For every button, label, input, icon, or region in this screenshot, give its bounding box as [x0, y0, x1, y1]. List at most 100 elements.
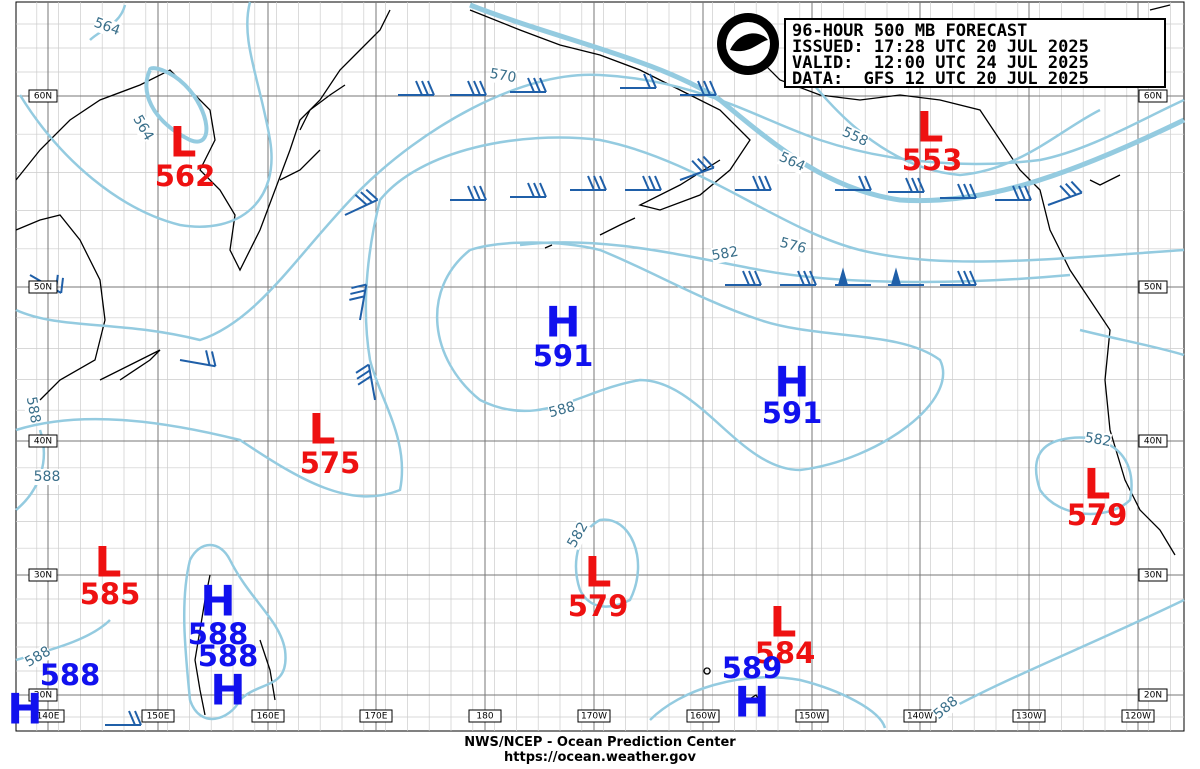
- wind-barb: [940, 270, 977, 286]
- pressure-center-symbol: L: [95, 538, 122, 587]
- barb-flag: [355, 363, 370, 374]
- barb-flag: [539, 182, 547, 198]
- contour-label: 570: [488, 66, 517, 86]
- barb-flag: [467, 185, 475, 201]
- barb-flag: [691, 160, 704, 173]
- lon-label: 120W: [1125, 712, 1151, 722]
- lon-label-box: [141, 709, 175, 723]
- barb-flag: [963, 183, 971, 199]
- info-box: [784, 18, 1166, 88]
- contour-label-bg: [488, 65, 518, 87]
- pressure-center-value: 562: [155, 159, 216, 193]
- contour-label-bg: [22, 643, 54, 671]
- wind-barb: [398, 80, 435, 96]
- barb-shaft: [1047, 191, 1083, 206]
- wind-barb: [179, 350, 217, 368]
- wind-barb: [1047, 180, 1083, 206]
- lon-label: 180: [476, 712, 493, 722]
- lon-label: 140E: [37, 712, 60, 722]
- pressure-center-symbol: H: [774, 358, 809, 407]
- barb-flag: [539, 77, 547, 93]
- pressure-center-symbol: L: [170, 118, 197, 167]
- barb-flag: [911, 177, 919, 193]
- barb-flag: [134, 710, 142, 726]
- barb-flag: [1070, 180, 1083, 194]
- pressure-center-value: 553: [902, 143, 963, 177]
- wind-barb: [780, 270, 817, 286]
- barb-flag: [365, 188, 379, 201]
- pressure-center-symbol: L: [770, 598, 797, 647]
- barb-flag: [905, 177, 913, 193]
- coastline: [99, 349, 161, 381]
- lon-label: 170E: [365, 712, 388, 722]
- pressure-center-value: 579: [1067, 498, 1128, 532]
- pressure-center-value: 588: [198, 639, 259, 673]
- barb-flag: [758, 175, 766, 191]
- lat-label-box: [28, 89, 58, 103]
- barb-flag: [349, 295, 365, 301]
- footer-url: https://ocean.weather.gov: [504, 750, 696, 764]
- wind-barb: [620, 73, 657, 89]
- contour-label: 588: [547, 399, 577, 421]
- pressure-center-symbol: L: [917, 103, 944, 152]
- barb-flag: [60, 277, 64, 294]
- lon-label: 130W: [1016, 712, 1042, 722]
- wind-barb: [835, 175, 872, 191]
- wind-barb: [355, 363, 376, 401]
- barb-flag: [427, 80, 435, 96]
- lat-label: 40N: [1144, 437, 1162, 447]
- lon-label: 150W: [799, 712, 825, 722]
- contour-label-bg: [129, 112, 157, 144]
- wind-barb: [450, 185, 487, 201]
- contour: [469, 2, 1186, 204]
- pressure-center-value: 591: [762, 396, 823, 430]
- barb-flag: [697, 157, 709, 171]
- barb-flag: [357, 375, 372, 386]
- contour-label-bg: [564, 519, 592, 551]
- pressure-center-value: 575: [300, 446, 361, 480]
- wind-barb: [995, 185, 1032, 201]
- barb-flag: [963, 270, 971, 286]
- lat-label-box: [28, 688, 58, 702]
- lat-label-box: [28, 434, 58, 448]
- barb-flag: [467, 80, 475, 96]
- wind-barb: [349, 283, 368, 321]
- barb-flag: [969, 183, 977, 199]
- noaa-logo: [717, 13, 779, 75]
- barb-flag: [599, 175, 607, 191]
- wind-barbs: [29, 73, 1083, 726]
- pressure-center-value: 588: [40, 658, 101, 692]
- coastline: [279, 84, 346, 181]
- barb-flag: [587, 175, 595, 191]
- contour: [15, 136, 1185, 498]
- lat-label: 30N: [34, 571, 52, 581]
- wind-barb: [625, 175, 662, 191]
- lon-label-box: [1012, 709, 1046, 723]
- pressure-center-value: 589: [722, 651, 783, 685]
- lat-label: 50N: [1144, 283, 1162, 293]
- contour-label: 582: [1083, 430, 1112, 450]
- barb-pennant: [837, 267, 849, 286]
- lat-label-box: [1138, 688, 1168, 702]
- pressure-center-value: 591: [533, 339, 594, 373]
- pressure-center-symbol: H: [210, 666, 245, 715]
- barb-flag: [1024, 185, 1032, 201]
- barb-flag: [473, 185, 481, 201]
- barb-flag: [479, 185, 487, 201]
- lon-label-box: [251, 709, 285, 723]
- wind-barb: [570, 175, 607, 191]
- contour-label: 588: [23, 395, 43, 424]
- barb-flag: [748, 270, 756, 286]
- contour-label-bg: [92, 15, 122, 39]
- wind-barb: [725, 270, 762, 286]
- lon-label: 170W: [581, 712, 607, 722]
- contour-label-bg: [778, 234, 808, 258]
- barb-flag: [350, 289, 366, 295]
- barb-flag: [360, 191, 373, 204]
- contour-label: 588: [34, 469, 61, 485]
- lon-label: 160W: [690, 712, 716, 722]
- contour-label-bg: [776, 149, 808, 175]
- barb-flag: [527, 182, 535, 198]
- barb-flag: [969, 270, 977, 286]
- lat-label-box: [1138, 280, 1168, 294]
